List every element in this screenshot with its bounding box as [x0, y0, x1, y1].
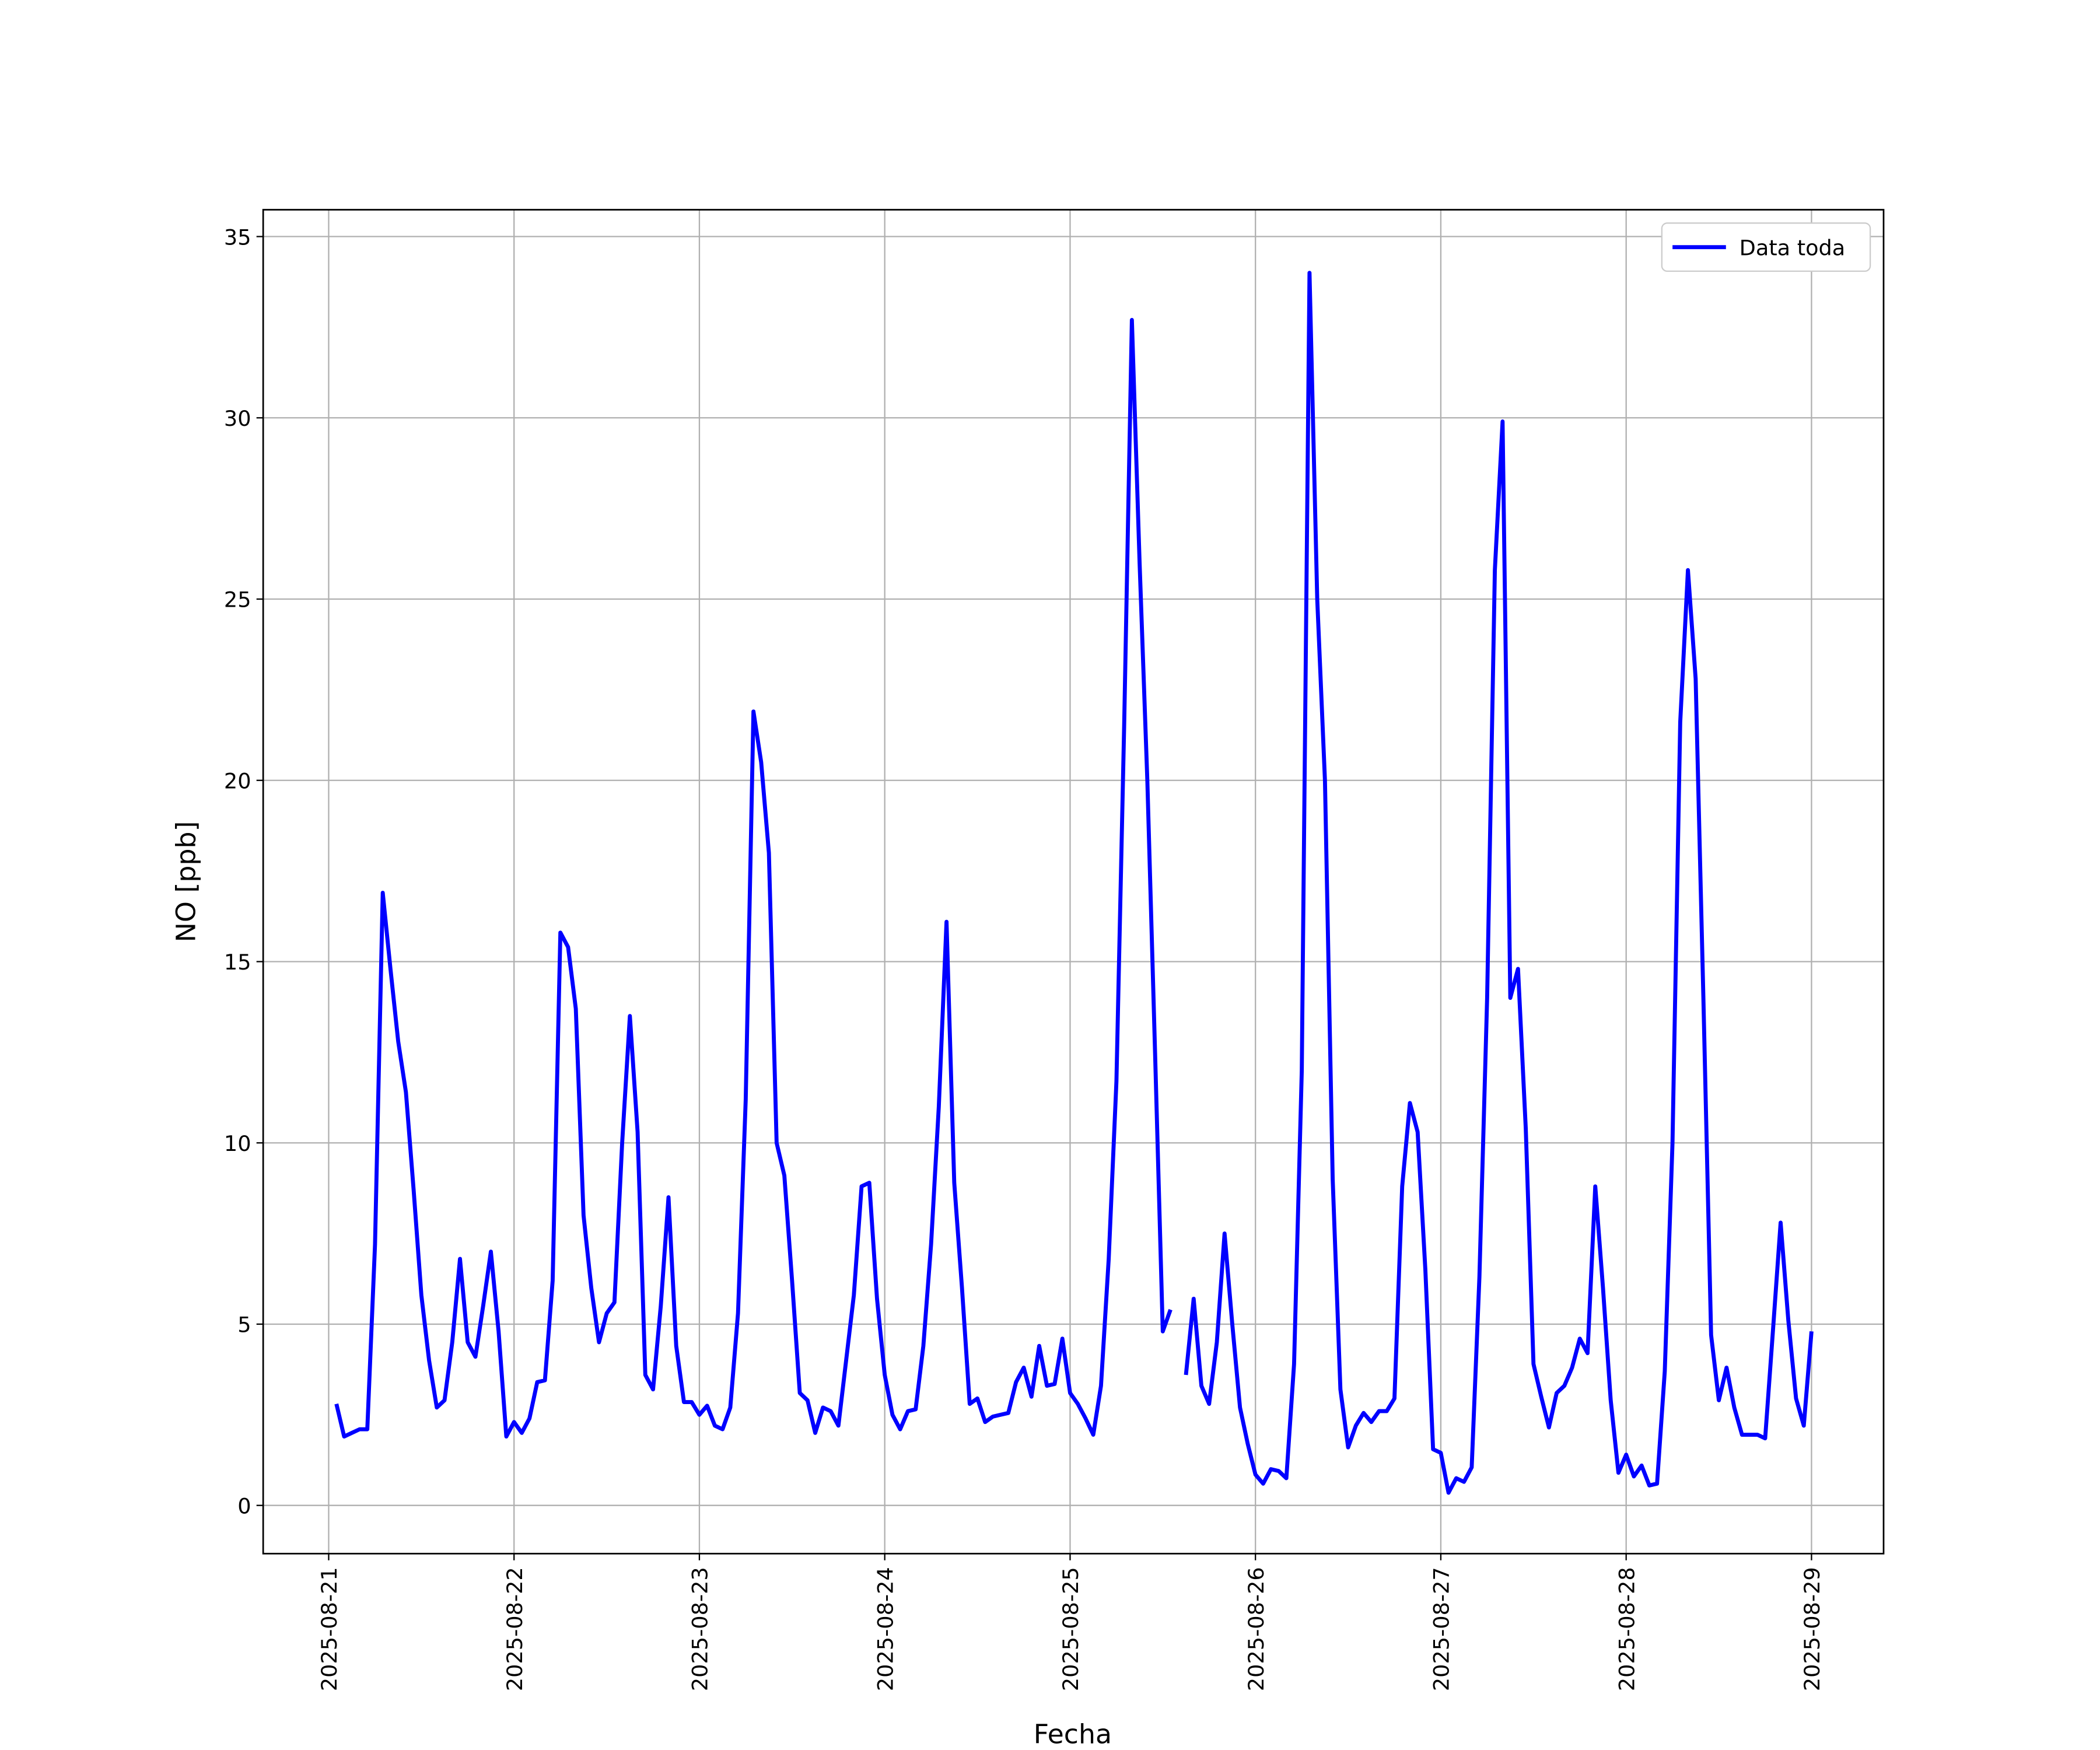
y-tick-label: 35 [224, 225, 251, 250]
legend-box [1661, 222, 1871, 272]
x-tick-label: 2025-08-26 [1244, 1567, 1269, 1691]
x-tick-label: 2025-08-24 [873, 1567, 898, 1691]
x-tick-label: 2025-08-22 [502, 1567, 527, 1691]
y-tick-label: 5 [237, 1312, 251, 1338]
x-tick-label: 2025-08-28 [1614, 1567, 1639, 1691]
y-tick-label: 20 [224, 768, 251, 793]
legend-label: Data toda [1740, 235, 1846, 260]
y-tick-label: 30 [224, 406, 251, 431]
plot-frame [262, 209, 1885, 1555]
x-tick-label: 2025-08-23 [688, 1567, 713, 1691]
y-axis-label: NO [ppb] [170, 821, 201, 943]
x-tick-label: 2025-08-25 [1058, 1567, 1083, 1691]
y-tick-label: 15 [224, 950, 251, 975]
legend: Data toda [1661, 222, 1871, 272]
y-tick-label: 0 [237, 1493, 251, 1518]
x-tick-label: 2025-08-27 [1429, 1567, 1454, 1691]
x-tick-label: 2025-08-21 [317, 1567, 342, 1691]
data-line [334, 271, 1814, 1495]
y-tick-label: 10 [224, 1131, 251, 1156]
y-tick-label: 25 [224, 587, 251, 612]
x-tick-label: 2025-08-29 [1800, 1567, 1825, 1691]
x-axis-label: Fecha [1034, 1718, 1112, 1750]
